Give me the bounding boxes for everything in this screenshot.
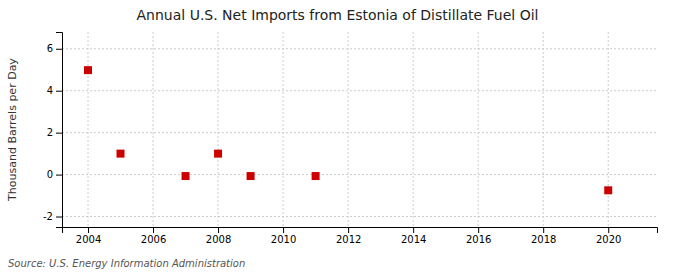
x-tick: 2014: [401, 227, 426, 245]
y-tick: 6: [47, 43, 62, 54]
annotation: Source: U.S. Energy Information Administ…: [8, 258, 245, 269]
grid-line-y: [62, 174, 657, 175]
x-tick: 2018: [531, 227, 556, 245]
y-tick-label: 2: [47, 127, 53, 138]
x-tick: 2016: [466, 227, 491, 245]
point: [214, 150, 222, 158]
x-tick: 2008: [206, 227, 231, 245]
grid-line-x: [88, 32, 89, 227]
point: [312, 172, 320, 180]
x-tick-label: 2004: [76, 234, 101, 245]
grid-line-y: [62, 216, 657, 217]
x-tick: 2010: [271, 227, 296, 245]
grid: [62, 32, 657, 227]
y-axis-title: Thousand Barrels per Day: [6, 58, 19, 202]
y-axis-line: [56, 33, 63, 228]
y-tick-mark: [56, 175, 62, 176]
y-tick: 0: [47, 169, 62, 180]
grid-line-x: [218, 32, 219, 227]
y-tick-label: 4: [47, 85, 53, 96]
x-axis: 2004 2006 2008 2010 2012 2014 2016 2018 2020: [63, 227, 658, 245]
y-tick-mark: [56, 91, 62, 92]
x-tick-label: 2018: [531, 234, 556, 245]
y-tick-label: 0: [47, 169, 53, 180]
grid-line-x: [413, 32, 414, 227]
y-tick-label: -2: [43, 211, 53, 222]
x-tick-mark: [153, 227, 154, 233]
x-tick-mark: [88, 227, 89, 233]
x-tick: 2020: [596, 227, 621, 245]
point: [117, 150, 125, 158]
x-tick: 2006: [141, 227, 166, 245]
x-tick-mark: [543, 227, 544, 233]
point: [84, 66, 92, 74]
y-tick: 4: [47, 85, 62, 96]
point: [182, 172, 190, 180]
x-tick-label: 2020: [596, 234, 621, 245]
x-tick-label: 2014: [401, 234, 426, 245]
grid-line-x: [348, 32, 349, 227]
x-tick-mark: [348, 227, 349, 233]
x-tick-label: 2012: [336, 234, 361, 245]
grid-line-y: [62, 90, 657, 91]
chart: 2004 2006 2008 2010 2012 2014 2016 2018 2020 -2 0 2…: [0, 0, 675, 275]
grid-line-y: [62, 48, 657, 49]
point: [604, 186, 612, 194]
grid-line-x: [153, 32, 154, 227]
grid-line-x: [283, 32, 284, 227]
x-tick: 2012: [336, 227, 361, 245]
x-tick-mark: [608, 227, 609, 233]
y-tick-mark: [56, 133, 62, 134]
x-tick-mark: [283, 227, 284, 233]
plot-area: 2004 2006 2008 2010 2012 2014 2016 2018 2020 -2 0 2…: [43, 32, 657, 245]
points: [84, 66, 612, 194]
x-tick-mark: [413, 227, 414, 233]
grid-line-x: [543, 32, 544, 227]
point: [247, 172, 255, 180]
title: Annual U.S. Net Imports from Estonia of …: [137, 7, 539, 23]
y-tick-mark: [56, 49, 62, 50]
grid-line-y: [62, 132, 657, 133]
x-tick-label: 2008: [206, 234, 231, 245]
grid-line-x: [608, 32, 609, 227]
x-tick-mark: [478, 227, 479, 233]
x-tick: 2004: [76, 227, 101, 245]
y-tick-mark: [56, 217, 62, 218]
y-tick-label: 6: [47, 43, 53, 54]
y-tick: 2: [47, 127, 62, 138]
y-axis: -2 0 2 4 6: [43, 33, 62, 228]
x-tick-label: 2016: [466, 234, 491, 245]
x-axis-line: [63, 228, 658, 234]
grid-line-x: [478, 32, 479, 227]
x-tick-mark: [218, 227, 219, 233]
y-tick: -2: [43, 211, 62, 222]
x-tick-label: 2010: [271, 234, 296, 245]
x-tick-label: 2006: [141, 234, 166, 245]
